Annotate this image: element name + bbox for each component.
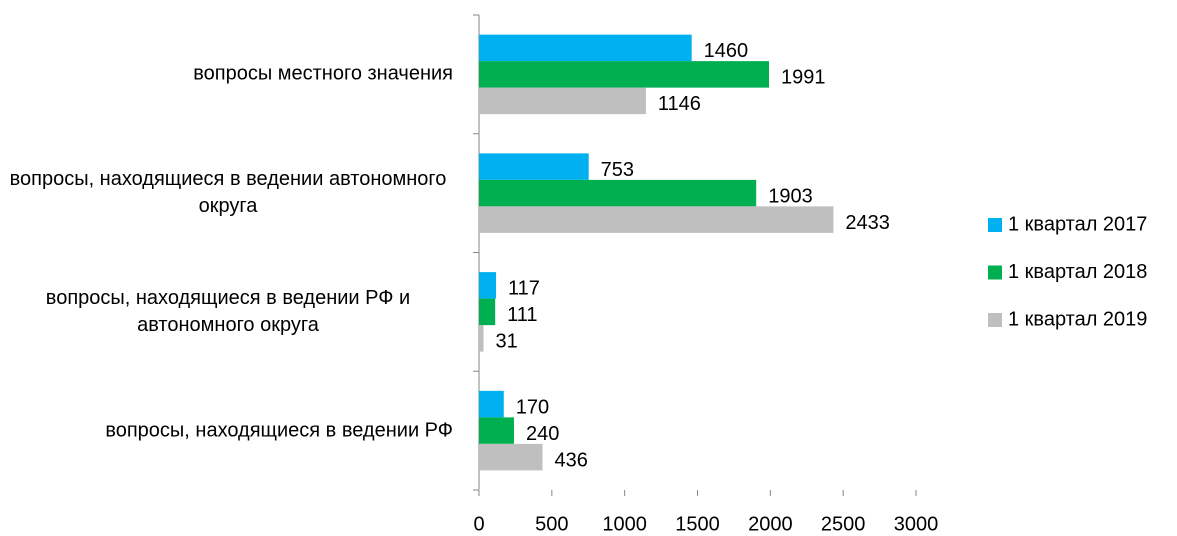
- bar: [479, 153, 589, 180]
- data-label: 1146: [658, 93, 701, 115]
- legend-label: 1 квартал 2019: [1008, 308, 1147, 330]
- bar: [479, 206, 834, 233]
- category-text: вопросы местного значения: [193, 62, 453, 85]
- bar: [479, 417, 514, 444]
- x-tick-label: 2500: [821, 513, 866, 535]
- bar: [479, 179, 757, 207]
- category-text: вопросы, находящиеся в ведении РФ и авто…: [45, 286, 411, 336]
- data-label: 31: [496, 331, 518, 353]
- x-tick-label: 2000: [748, 513, 793, 535]
- data-label: 117: [508, 278, 540, 300]
- bar: [479, 272, 497, 299]
- bar: [479, 443, 543, 471]
- category-label: вопросы, находящиеся в ведении РФ: [3, 417, 453, 444]
- data-label: 436: [555, 449, 588, 471]
- category-label: вопросы местного значения: [3, 61, 453, 88]
- legend-swatch: [988, 218, 1002, 232]
- x-tick-label: 1500: [675, 513, 720, 535]
- data-label: 2433: [845, 212, 890, 234]
- data-label: 170: [516, 396, 549, 418]
- data-label: 111: [507, 304, 537, 326]
- category-text: вопросы, находящиеся в ведении РФ: [105, 419, 453, 442]
- legend-swatch: [988, 265, 1002, 280]
- data-label: 753: [601, 159, 634, 181]
- bar: [479, 34, 692, 62]
- data-label: 1991: [781, 67, 826, 89]
- data-label: 240: [526, 423, 559, 445]
- x-tick-label: 500: [535, 513, 568, 535]
- data-label: 1903: [768, 185, 813, 207]
- legend-label: 1 квартал 2017: [1008, 213, 1147, 235]
- category-label: вопросы, находящиеся в ведении автономно…: [3, 166, 453, 220]
- bar: [479, 87, 646, 115]
- category-label: вопросы, находящиеся в ведении РФ и авто…: [3, 285, 453, 339]
- category-text: вопросы, находящиеся в ведении автономно…: [9, 168, 447, 218]
- bar: [479, 325, 484, 352]
- x-tick-label: 1000: [602, 513, 647, 535]
- x-tick-label: 3000: [894, 513, 939, 535]
- bar: [479, 61, 770, 88]
- legend-label: 1 квартал 2018: [1008, 261, 1147, 283]
- bar: [479, 390, 504, 418]
- bar: [479, 298, 496, 326]
- legend-swatch: [988, 313, 1002, 327]
- x-tick-label: 0: [473, 513, 484, 535]
- data-label: 1460: [704, 40, 749, 62]
